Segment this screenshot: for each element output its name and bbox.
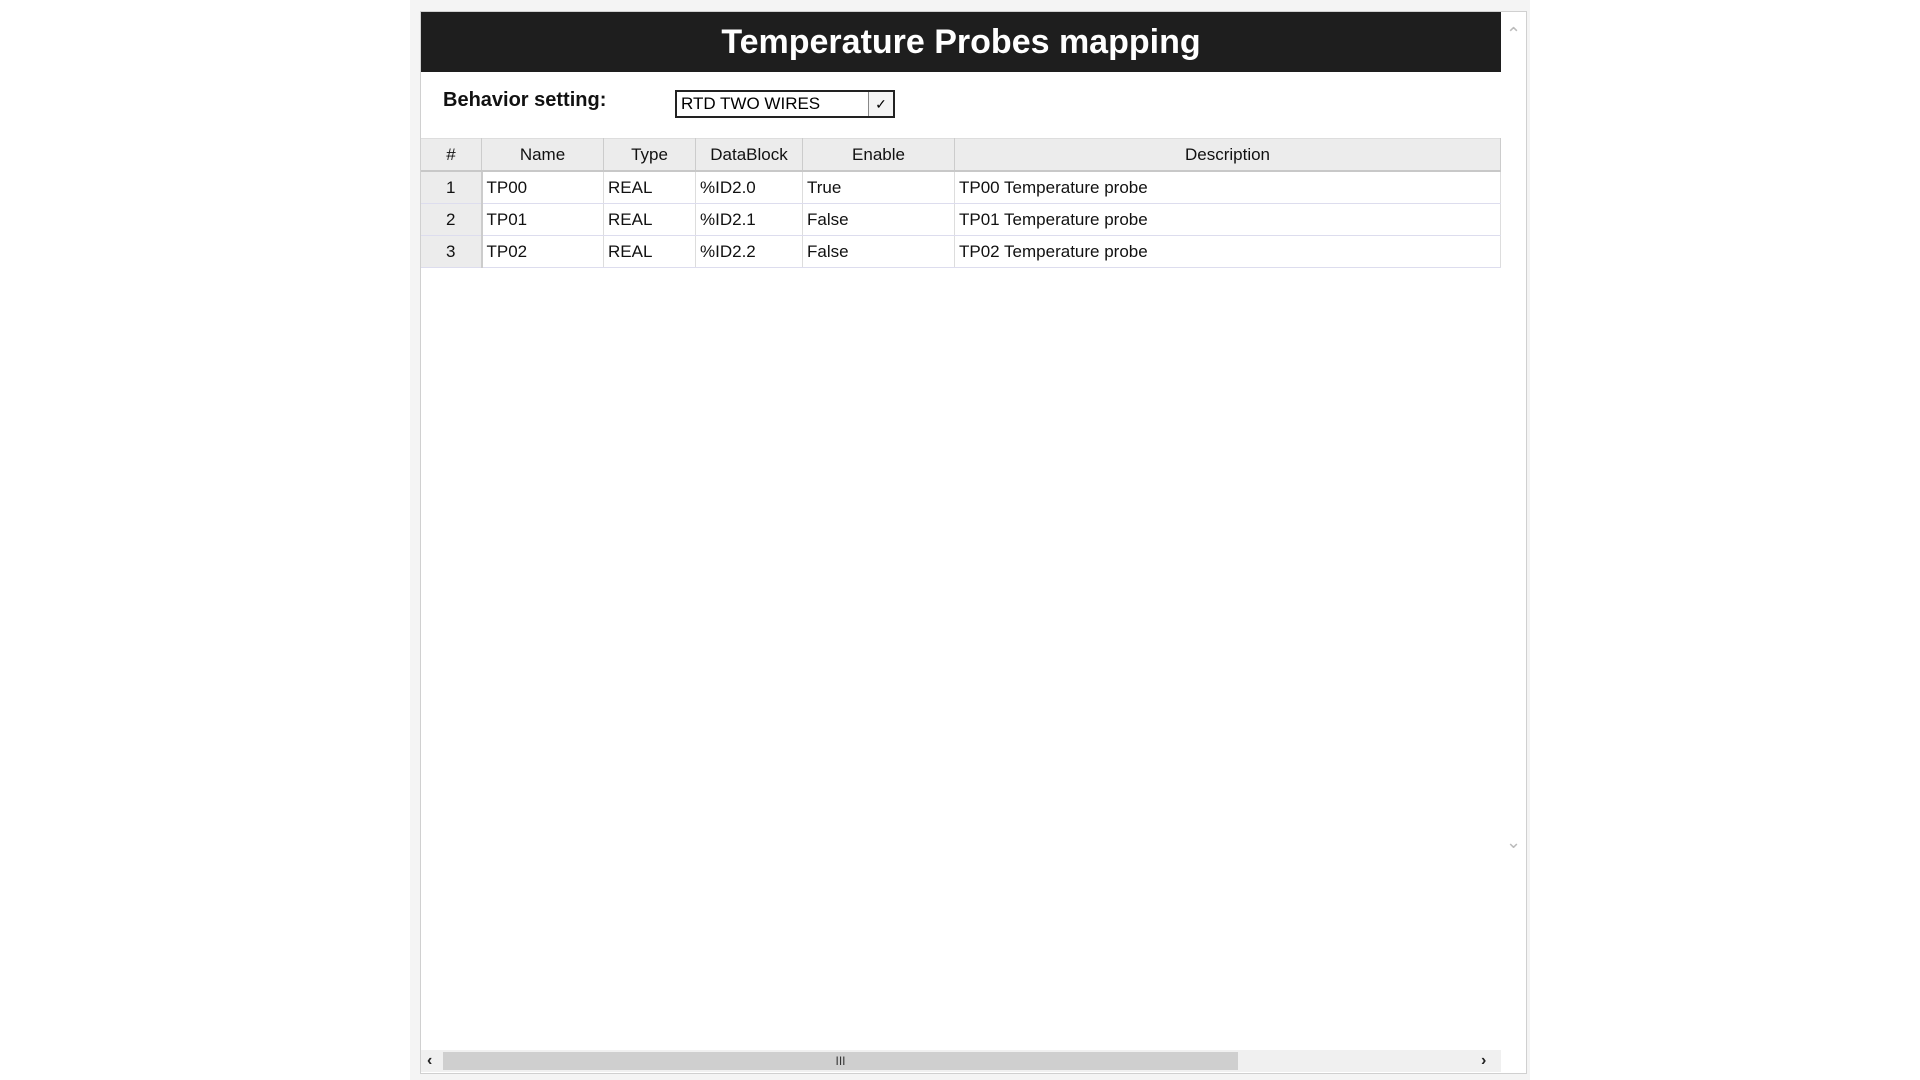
column-header-type[interactable]: Type <box>603 138 696 172</box>
table-header-row: # Name Type DataBlock Enable Description <box>421 138 1501 172</box>
cell-datablock[interactable]: %ID2.0 <box>695 171 803 204</box>
table-row[interactable]: 2 TP01 REAL %ID2.1 False TP01 Temperatur… <box>421 203 1501 236</box>
row-number: 2 <box>421 203 483 236</box>
cell-description[interactable]: TP02 Temperature probe <box>954 235 1501 268</box>
scroll-right-icon[interactable]: › <box>1481 1052 1487 1069</box>
probes-table: # Name Type DataBlock Enable Description… <box>421 138 1501 268</box>
cell-name[interactable]: TP02 <box>481 235 604 268</box>
vertical-scrollbar[interactable]: ⌃ ⌄ <box>1501 12 1526 1052</box>
column-header-name[interactable]: Name <box>481 138 604 172</box>
table-row[interactable]: 1 TP00 REAL %ID2.0 True TP00 Temperature… <box>421 171 1501 204</box>
cell-type[interactable]: REAL <box>603 171 696 204</box>
cell-name[interactable]: TP01 <box>481 203 604 236</box>
cell-enable[interactable]: False <box>802 203 955 236</box>
behavior-setting-label: Behavior setting: <box>443 89 607 111</box>
cell-type[interactable]: REAL <box>603 235 696 268</box>
scroll-up-icon[interactable]: ⌃ <box>1505 24 1522 44</box>
behavior-setting-select[interactable]: RTD TWO WIRES ✓ <box>675 90 895 118</box>
column-header-description[interactable]: Description <box>954 138 1501 172</box>
mapping-panel: Temperature Probes mapping ⌃ ⌄ Behavior … <box>420 11 1527 1074</box>
cell-description[interactable]: TP00 Temperature probe <box>954 171 1501 204</box>
column-header-datablock[interactable]: DataBlock <box>695 138 803 172</box>
cell-datablock[interactable]: %ID2.1 <box>695 203 803 236</box>
table-row[interactable]: 3 TP02 REAL %ID2.2 False TP02 Temperatur… <box>421 235 1501 268</box>
cell-name[interactable]: TP00 <box>481 171 604 204</box>
column-header-number[interactable]: # <box>421 138 482 172</box>
row-number: 3 <box>421 235 483 268</box>
cell-enable[interactable]: True <box>802 171 955 204</box>
cell-description[interactable]: TP01 Temperature probe <box>954 203 1501 236</box>
thumb-grip: III <box>835 1054 846 1068</box>
column-header-enable[interactable]: Enable <box>802 138 955 172</box>
row-number: 1 <box>421 171 483 204</box>
scrollbar-thumb[interactable]: III <box>443 1052 1238 1070</box>
scroll-left-icon[interactable]: ‹ <box>427 1052 433 1069</box>
horizontal-scrollbar[interactable]: ‹ III › <box>421 1050 1501 1072</box>
chevron-down-icon[interactable]: ✓ <box>868 92 893 116</box>
behavior-selected-value: RTD TWO WIRES <box>681 94 821 113</box>
cell-type[interactable]: REAL <box>603 203 696 236</box>
page-title: Temperature Probes mapping <box>421 12 1501 72</box>
cell-enable[interactable]: False <box>802 235 955 268</box>
cell-datablock[interactable]: %ID2.2 <box>695 235 803 268</box>
scroll-down-icon[interactable]: ⌄ <box>1505 832 1522 852</box>
